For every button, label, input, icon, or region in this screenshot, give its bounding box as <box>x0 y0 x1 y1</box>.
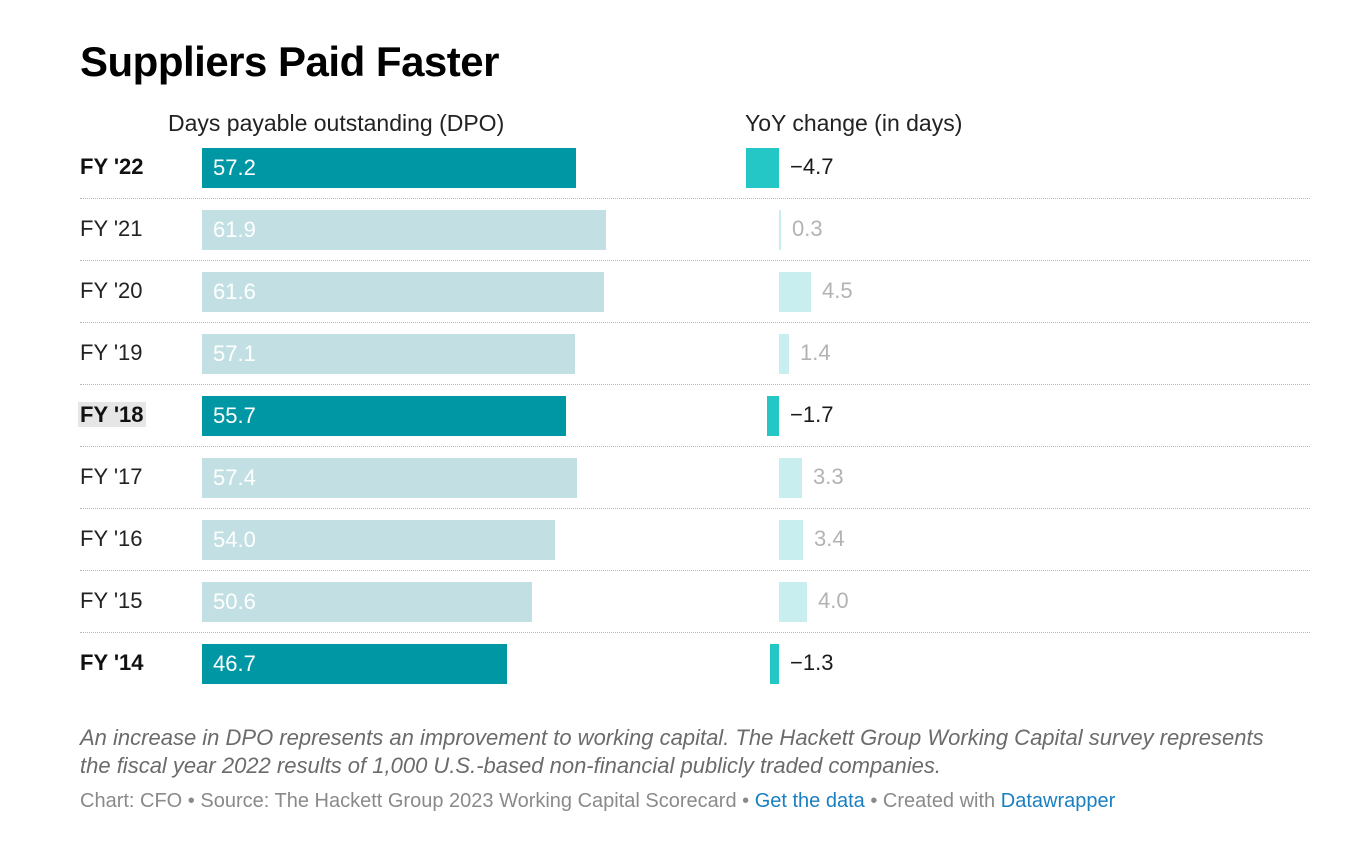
category-label-text: FY '18 <box>78 402 146 427</box>
chart-row: FY '18 55.7 −1.7 <box>0 384 1354 447</box>
yoy-value-label: 0.3 <box>792 216 823 241</box>
row-divider <box>80 198 1310 199</box>
row-divider <box>80 384 1310 385</box>
dpo-value-label: 57.1 <box>213 341 256 366</box>
dpo-bar: 57.4 <box>202 458 577 498</box>
chart-row: FY '14 46.7 −1.3 <box>0 632 1354 694</box>
dpo-bar: 55.7 <box>202 396 566 436</box>
dpo-bar: 57.2 <box>202 148 576 188</box>
row-divider <box>80 260 1310 261</box>
footer-separator: • <box>736 790 755 812</box>
yoy-value-label: −4.7 <box>790 154 834 179</box>
category-label: FY '14 <box>80 632 144 694</box>
row-divider <box>80 632 1310 633</box>
datawrapper-link[interactable]: Datawrapper <box>1000 790 1116 812</box>
dpo-bar: 61.6 <box>202 272 604 312</box>
row-divider <box>80 508 1310 509</box>
dpo-value-label: 50.6 <box>213 589 256 614</box>
yoy-change-bar <box>770 644 779 684</box>
category-label-text: FY '19 <box>80 340 143 365</box>
category-label-text: FY '14 <box>80 650 144 675</box>
yoy-value-label: −1.7 <box>790 402 834 427</box>
dpo-value-label: 54.0 <box>213 527 256 552</box>
yoy-change-bar <box>767 396 779 436</box>
category-label-text: FY '15 <box>80 588 143 613</box>
row-divider <box>80 446 1310 447</box>
chart-row: FY '17 57.4 3.3 <box>0 446 1354 509</box>
footer-separator: • <box>864 790 883 812</box>
category-label: FY '18 <box>78 384 146 446</box>
created-with-text: Created with <box>882 790 996 812</box>
yoy-value-label: 3.4 <box>814 526 845 551</box>
yoy-value-label: 3.3 <box>813 464 844 489</box>
category-label: FY '16 <box>80 508 143 570</box>
yoy-value-label: 1.4 <box>800 340 831 365</box>
chart-row: FY '16 54.0 3.4 <box>0 508 1354 571</box>
category-label-text: FY '16 <box>80 526 143 551</box>
chart-notes: An increase in DPO represents an improve… <box>80 725 1264 778</box>
category-label-text: FY '20 <box>80 278 143 303</box>
yoy-change-bar <box>779 520 803 560</box>
category-label: FY '22 <box>80 136 144 198</box>
dpo-bar: 57.1 <box>202 334 575 374</box>
yoy-change-bar <box>746 148 779 188</box>
category-label: FY '21 <box>80 198 143 260</box>
dpo-value-label: 61.9 <box>213 217 256 242</box>
chart-row: FY '19 57.1 1.4 <box>0 322 1354 385</box>
dpo-bar: 54.0 <box>202 520 555 560</box>
yoy-change-bar <box>779 334 789 374</box>
dpo-value-label: 55.7 <box>213 403 256 428</box>
chart-rows: FY '22 57.2 −4.7 FY '21 61.9 0.3 FY '20 61.6 4.5… <box>0 136 1354 696</box>
yoy-change-bar <box>779 582 807 622</box>
row-divider <box>80 322 1310 323</box>
yoy-value-label: −1.3 <box>790 650 834 675</box>
category-label: FY '15 <box>80 570 143 632</box>
dpo-bar: 46.7 <box>202 644 507 684</box>
category-label-text: FY '22 <box>80 154 144 179</box>
chart-title: Suppliers Paid Faster <box>80 38 499 85</box>
dpo-bar: 50.6 <box>202 582 532 622</box>
category-label-text: FY '21 <box>80 216 143 241</box>
dpo-value-label: 61.6 <box>213 279 256 304</box>
dpo-value-label: 57.4 <box>213 465 256 490</box>
source-text: Source: The Hackett Group 2023 Working C… <box>200 790 737 812</box>
yoy-value-label: 4.5 <box>822 278 853 303</box>
yoy-column-header: YoY change (in days) <box>745 110 963 136</box>
chart-credit: Chart: CFO <box>80 790 183 812</box>
category-label: FY '19 <box>80 322 143 384</box>
dpo-value-label: 46.7 <box>213 651 256 676</box>
chart-row: FY '15 50.6 4.0 <box>0 570 1354 633</box>
dpo-bar: 61.9 <box>202 210 606 250</box>
get-the-data-link[interactable]: Get the data <box>754 790 865 812</box>
chart-row: FY '20 61.6 4.5 <box>0 260 1354 323</box>
chart-row: FY '21 61.9 0.3 <box>0 198 1354 261</box>
dpo-column-header: Days payable outstanding (DPO) <box>168 110 505 136</box>
dpo-value-label: 57.2 <box>213 155 256 180</box>
chart-footer: Chart: CFO • Source: The Hackett Group 2… <box>80 790 1115 813</box>
category-label-text: FY '17 <box>80 464 143 489</box>
category-label: FY '17 <box>80 446 143 508</box>
footer-separator: • <box>182 790 201 812</box>
row-divider <box>80 570 1310 571</box>
yoy-change-bar <box>779 458 802 498</box>
category-label: FY '20 <box>80 260 143 322</box>
yoy-change-bar <box>779 210 781 250</box>
yoy-change-bar <box>779 272 811 312</box>
yoy-value-label: 4.0 <box>818 588 849 613</box>
chart-row: FY '22 57.2 −4.7 <box>0 136 1354 199</box>
